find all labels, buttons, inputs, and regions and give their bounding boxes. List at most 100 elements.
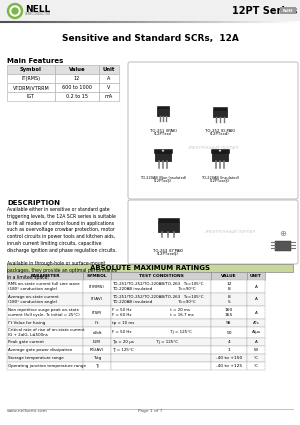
Bar [7, 319, 83, 327]
Text: 600 to 1000: 600 to 1000 [62, 85, 92, 90]
Text: W: W [254, 348, 258, 352]
Text: 50: 50 [226, 331, 232, 334]
Text: mA: mA [105, 94, 113, 99]
Bar [55, 74, 99, 83]
Text: (12PTxxŞ): (12PTxxŞ) [154, 178, 172, 182]
Text: (12PTxxđ): (12PTxxđ) [210, 132, 230, 136]
Text: RMS on-state current full sine wave
(180° conduction angle): RMS on-state current full sine wave (180… [8, 282, 80, 291]
Text: TEST CONDITIONS: TEST CONDITIONS [139, 274, 183, 278]
Text: Unit: Unit [103, 67, 115, 72]
Text: Available either in sensitive or standard gate
triggering levels, the 12A SCR se: Available either in sensitive or standar… [7, 207, 117, 280]
Text: 12: 12 [74, 76, 80, 81]
Bar [7, 327, 83, 338]
Text: TO-251/TO-252/TO-220AB/TO-263   Tc=105°C
TO-220AB insulated                     : TO-251/TO-252/TO-220AB/TO-263 Tc=105°C T… [112, 295, 204, 304]
Bar [247, 346, 265, 354]
Text: F = 50 Hz                               Tj = 125°C: F = 50 Hz Tj = 125°C [112, 331, 192, 334]
Bar [211, 280, 247, 293]
Bar [7, 338, 83, 346]
Text: 12PT Series: 12PT Series [232, 6, 297, 16]
Bar [7, 362, 83, 370]
Text: Critical rate of rise of on-state current
IG + 2αIG, L≤500ns: Critical rate of rise of on-state curren… [8, 328, 85, 337]
Text: IGT: IGT [27, 94, 35, 99]
Text: ЭЛЕКТРОННЫЙ ПОРТАЛ: ЭЛЕКТРОННЫЙ ПОРТАЛ [204, 230, 256, 234]
Text: PARAMETER: PARAMETER [30, 274, 60, 278]
Bar [83, 354, 111, 362]
Text: TO-251/TO-252/TO-220AB/TO-263   Tc=105°C
TO-220AB insulated                     : TO-251/TO-252/TO-220AB/TO-263 Tc=105°C T… [112, 282, 204, 291]
Bar [55, 65, 99, 74]
Text: 98: 98 [226, 321, 232, 325]
Bar [7, 346, 83, 354]
Bar [275, 241, 291, 251]
Bar [7, 280, 83, 293]
Bar [111, 319, 211, 327]
Text: ABSOLUTE MAXIMUM RATINGS: ABSOLUTE MAXIMUM RATINGS [90, 265, 210, 271]
Text: Main Features: Main Features [7, 58, 63, 64]
Text: TO-220AB (Non Insulated): TO-220AB (Non Insulated) [140, 176, 186, 180]
Text: V: V [107, 85, 111, 90]
Bar [111, 293, 211, 306]
Text: 0.2 to 15: 0.2 to 15 [66, 94, 88, 99]
Text: (12PTxxeŞ): (12PTxxeŞ) [157, 252, 179, 255]
Bar [157, 108, 169, 116]
Text: I²t Value for fusing: I²t Value for fusing [8, 321, 46, 325]
Bar [111, 306, 211, 319]
Bar [83, 319, 111, 327]
Circle shape [162, 150, 164, 152]
Text: tp = 10 ms: tp = 10 ms [112, 321, 135, 325]
Bar [7, 92, 55, 101]
Text: A: A [255, 340, 257, 344]
Bar [247, 327, 265, 338]
Circle shape [12, 8, 18, 14]
Bar [55, 92, 99, 101]
Text: A/μs: A/μs [251, 331, 260, 334]
Text: Tj: Tj [95, 364, 99, 368]
Text: 8
5: 8 5 [228, 295, 230, 304]
Bar [213, 110, 227, 117]
Circle shape [10, 6, 20, 16]
Bar [280, 7, 296, 14]
Text: IGM: IGM [93, 340, 101, 344]
Text: SOT: SOT [279, 241, 286, 245]
Text: °C: °C [254, 356, 259, 360]
Text: IT(RMS): IT(RMS) [89, 284, 105, 289]
Circle shape [219, 150, 221, 152]
Bar [247, 362, 265, 370]
Text: Symbol: Symbol [20, 67, 42, 72]
Text: VALUE: VALUE [221, 274, 237, 278]
Bar [83, 327, 111, 338]
Text: A: A [255, 298, 257, 301]
Circle shape [8, 3, 22, 19]
Text: NELL: NELL [25, 5, 50, 14]
Bar [154, 149, 172, 153]
Bar [211, 306, 247, 319]
Text: TO-220AB (Insulated): TO-220AB (Insulated) [201, 176, 239, 180]
FancyBboxPatch shape [128, 200, 298, 264]
Bar [83, 272, 111, 280]
Bar [7, 272, 83, 280]
Text: Storage temperature range: Storage temperature range [8, 356, 64, 360]
Text: Tj = 125°C: Tj = 125°C [112, 348, 134, 352]
Bar [211, 319, 247, 327]
Text: (12PTxxı): (12PTxxı) [154, 132, 172, 136]
Bar [211, 346, 247, 354]
Bar [213, 107, 227, 110]
Text: TO-252 (D-PAK): TO-252 (D-PAK) [205, 129, 235, 133]
Bar [83, 306, 111, 319]
Bar [7, 306, 83, 319]
Bar [247, 306, 265, 319]
Bar [55, 83, 99, 92]
Bar [247, 354, 265, 362]
Bar [211, 327, 247, 338]
Bar [212, 149, 229, 153]
Text: SYMBOL: SYMBOL [87, 274, 107, 278]
Bar [247, 272, 265, 280]
Text: Average gate power dissipation: Average gate power dissipation [8, 348, 73, 352]
Text: ЭЛЕКТРОННЫЙ ПОРТАЛ: ЭЛЕКТРОННЫЙ ПОРТАЛ [188, 146, 238, 150]
Text: IT(RMS): IT(RMS) [22, 76, 40, 81]
Bar [99, 74, 119, 83]
Bar [211, 272, 247, 280]
Text: VТDRM/VТRRM: VТDRM/VТRRM [13, 85, 50, 90]
Text: PG(AV): PG(AV) [90, 348, 104, 352]
Text: Peak gate current: Peak gate current [8, 340, 44, 344]
Text: ITSM: ITSM [92, 311, 102, 314]
